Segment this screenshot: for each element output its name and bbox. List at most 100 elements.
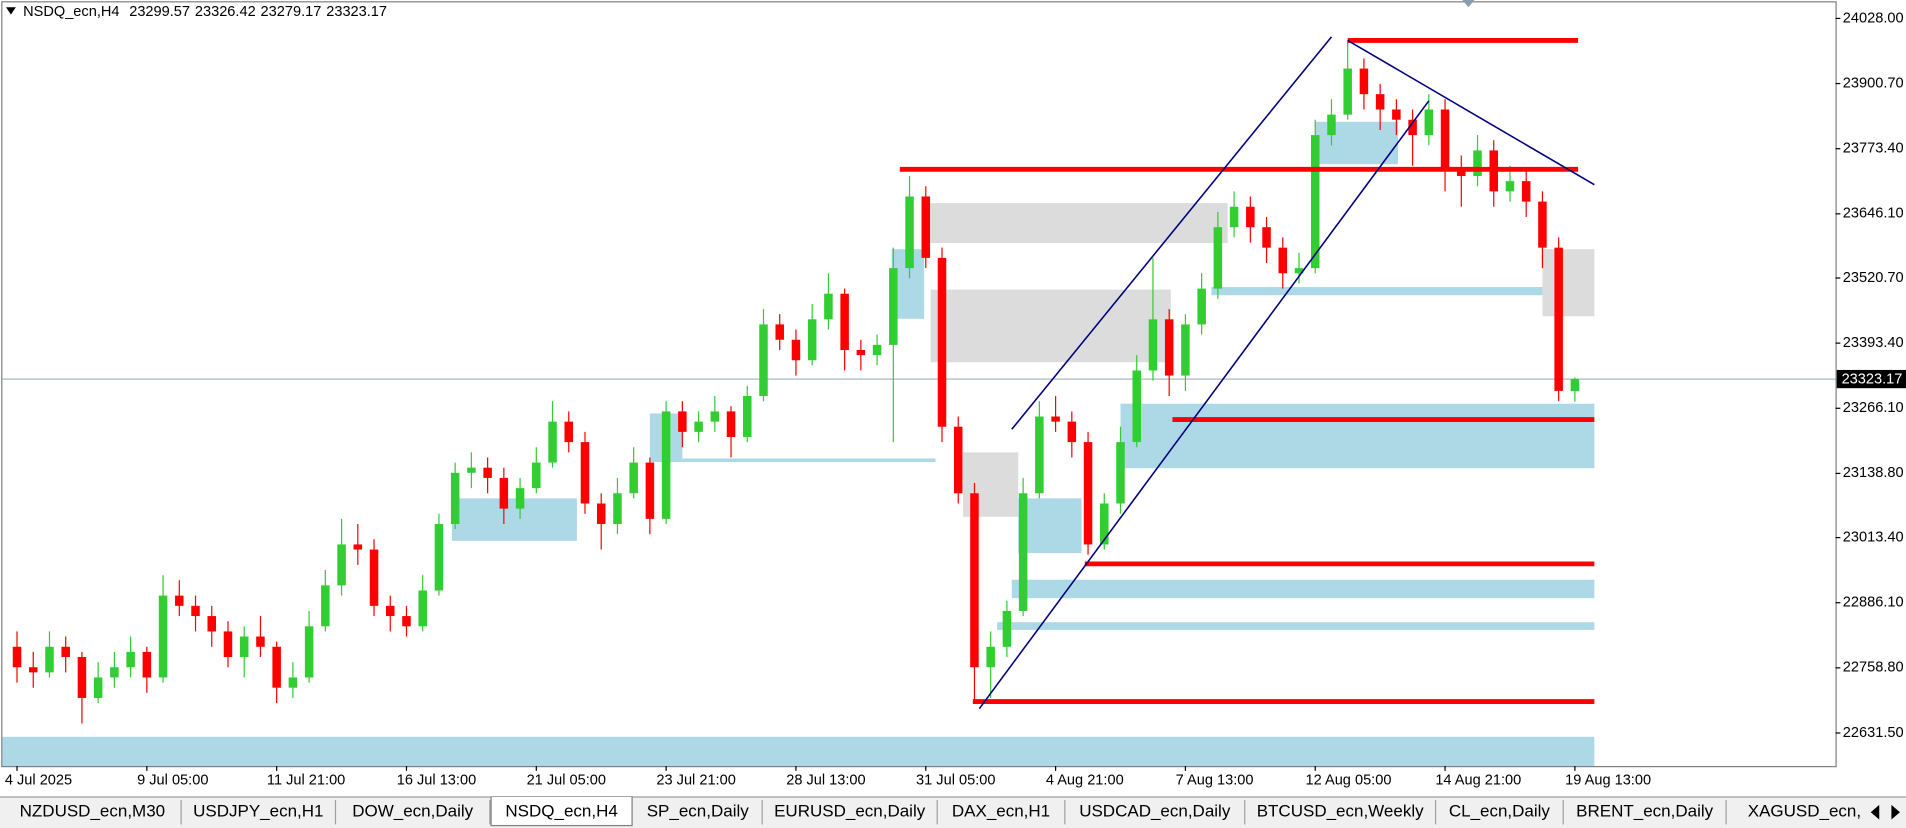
candle-body [840, 293, 849, 350]
candle-body [807, 319, 817, 361]
candle-body [856, 349, 866, 356]
candle-body [223, 631, 233, 658]
zone [1018, 498, 1082, 554]
candle-body [142, 651, 152, 678]
candle-body [1473, 150, 1482, 177]
candle-body [1294, 268, 1304, 274]
candle-body [61, 646, 70, 658]
candle-body [450, 472, 460, 524]
candle-body [337, 544, 346, 586]
candle-body [483, 467, 492, 478]
candle-body [499, 477, 509, 509]
time-axis: 4 Jul 2025 9 Jul 05:00 11 Jul 21:00 16 Jul … [5, 765, 1651, 788]
tab-label[interactable]: XAGUSD_ecn,D [1748, 802, 1874, 821]
tab-label[interactable]: CL_ecn,Daily [1449, 802, 1551, 821]
x-tick-label: 12 Aug 05:00 [1306, 772, 1392, 788]
candle-body [1538, 201, 1547, 248]
candle-body [889, 268, 898, 345]
candle-body [45, 646, 54, 673]
candle-body [515, 488, 525, 509]
candle-body [775, 324, 784, 340]
x-tick-label: 7 Aug 13:00 [1176, 772, 1254, 788]
tab-label[interactable]: NSDQ_ecn,H4 [505, 802, 617, 821]
tab-label[interactable]: BRENT_ecn,Daily [1576, 802, 1713, 821]
candle-body [986, 646, 995, 668]
candle-body [824, 293, 833, 320]
candle-body [1375, 94, 1385, 110]
x-tick-label: 16 Jul 13:00 [397, 772, 476, 788]
plot-area [2, 36, 1836, 766]
y-tick-label: 22631.50 [1843, 725, 1904, 741]
zone [1120, 403, 1595, 469]
candle-body [1148, 319, 1158, 371]
candle-body [694, 421, 703, 432]
candle-body [1359, 68, 1369, 95]
tab-label[interactable]: NZDUSD_ecn,M30 [20, 802, 165, 821]
active-tab[interactable] [490, 796, 633, 827]
candle-body [1570, 379, 1580, 392]
candle-body [1278, 247, 1288, 274]
tab-label[interactable]: SP_ecn,Daily [647, 802, 750, 821]
x-tick-label: 9 Jul 05:00 [137, 772, 208, 788]
candle-body [93, 677, 103, 698]
y-tick-label: 23013.40 [1843, 529, 1904, 545]
candle-body [1440, 109, 1450, 171]
candle-body [402, 616, 411, 627]
tab-label[interactable]: DAX_ecn,H1 [952, 802, 1050, 821]
current-price-label: 23323.17 [1842, 372, 1903, 388]
candle-body [564, 421, 574, 443]
candle-body [288, 677, 298, 688]
shift-marker [1462, 0, 1475, 8]
x-tick-label: 14 Aug 21:00 [1435, 772, 1521, 788]
candle-body [1002, 610, 1012, 647]
header-ohlc: 23326.42 [195, 4, 256, 20]
candle-body [467, 467, 476, 473]
candle-body [369, 549, 379, 606]
candle-body [1457, 170, 1466, 177]
candle-body [970, 493, 979, 668]
zone [682, 458, 936, 463]
trend-line [978, 100, 1430, 710]
tab-scroll-right[interactable] [1891, 804, 1900, 820]
candle-body [1262, 227, 1271, 248]
candle-body [1554, 247, 1563, 391]
candle-body [1229, 206, 1239, 228]
candle-body [1408, 119, 1417, 136]
collapse-icon[interactable] [6, 7, 16, 15]
candle-body [110, 667, 119, 678]
y-tick-label: 24028.00 [1843, 10, 1904, 26]
trend-line [1011, 36, 1333, 430]
candle-body [1246, 206, 1255, 228]
candle-body [1116, 442, 1125, 504]
symbol-label: NSDQ_ecn,H4 [23, 4, 119, 20]
tab-scroll-left[interactable] [1870, 804, 1880, 820]
y-tick-label: 23646.10 [1843, 206, 1904, 222]
candle-body [304, 626, 314, 678]
tab-label[interactable]: USDCAD_ecn,Daily [1079, 802, 1231, 821]
candle-body [953, 426, 963, 494]
candle-body [12, 646, 22, 668]
x-tick-label: 28 Jul 13:00 [786, 772, 865, 788]
candle-body [386, 605, 395, 617]
zone [924, 203, 1228, 244]
y-tick-label: 23900.70 [1843, 75, 1904, 91]
candle-body [353, 544, 363, 550]
tab-label[interactable]: USDJPY_ecn,H1 [193, 802, 323, 821]
candle-body [1035, 416, 1044, 494]
tab-list: NZDUSD_ecn,M30 USDJPY_ecn,H1 DOW_ecn,Daily… [20, 796, 1874, 827]
y-tick-label: 23773.40 [1843, 141, 1904, 157]
candle-body [759, 324, 768, 397]
tab-label[interactable]: EURUSD_ecn,Daily [774, 802, 926, 821]
candle-body [661, 411, 671, 519]
candle-body [77, 657, 87, 698]
price-axis: 24028.00 23900.70 23773.40 23646.10 23520.70… [1835, 10, 1906, 741]
zone [451, 498, 577, 541]
tab-label[interactable]: BTCUSD_ecn,Weekly [1257, 802, 1424, 821]
plot-frame [1, 1, 1837, 768]
tab-label[interactable]: DOW_ecn,Daily [352, 802, 473, 821]
zone [1211, 287, 1543, 296]
candle-body [175, 595, 184, 606]
candle-body [548, 421, 557, 463]
candle-body [710, 411, 720, 422]
